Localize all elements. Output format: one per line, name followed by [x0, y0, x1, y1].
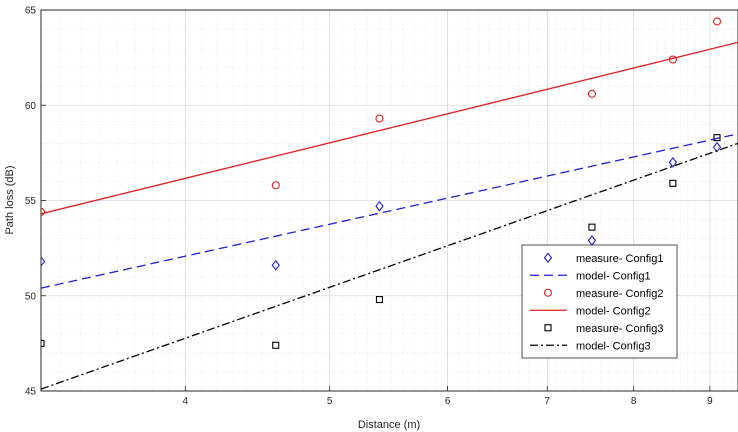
series-4	[41, 41, 738, 215]
legend-swatch	[543, 252, 553, 264]
x-axis-label: Distance (m)	[358, 419, 420, 431]
model-line	[41, 142, 738, 390]
data-point	[41, 207, 46, 216]
data-point	[587, 89, 596, 98]
data-point	[375, 296, 384, 304]
legend-item-3: measure- Config2	[543, 288, 663, 300]
legend-label: measure- Config1	[576, 253, 663, 265]
series-6	[41, 142, 738, 390]
legend-swatch	[544, 324, 552, 332]
series-2	[41, 133, 738, 289]
legend-swatch	[543, 288, 553, 297]
data-point	[271, 181, 280, 190]
data-point	[712, 141, 722, 153]
series-layer	[41, 17, 738, 390]
model-line	[41, 41, 738, 215]
legend-label: measure- Config2	[576, 288, 663, 300]
data-point	[713, 134, 721, 142]
x-tick-label: 9	[707, 396, 713, 407]
legend-item-6: model- Config3	[530, 340, 651, 352]
y-tick-label: 60	[25, 101, 37, 112]
data-point	[669, 179, 677, 187]
legend-item-4: model- Config2	[530, 305, 651, 317]
data-point	[668, 157, 678, 168]
legend-box	[521, 244, 678, 359]
data-point	[41, 256, 46, 267]
x-tick-label: 4	[183, 396, 189, 407]
legend-label: measure- Config3	[576, 323, 663, 335]
data-point	[588, 223, 596, 231]
x-tick-label: 5	[327, 396, 333, 407]
y-tick-label: 55	[25, 196, 37, 207]
x-tick-label: 8	[631, 396, 637, 407]
legend: measure- Config1 model- Config1 measure- C…	[521, 244, 678, 359]
y-axis-label: Path loss (dB)	[4, 165, 16, 234]
x-tick-label: 7	[545, 396, 551, 407]
legend-item-1: measure- Config1	[543, 252, 663, 265]
legend-item-5: measure- Config3	[544, 323, 663, 335]
data-point	[375, 200, 384, 212]
legend-item-2: model- Config1	[530, 270, 651, 282]
data-point	[272, 341, 280, 349]
y-tick-label: 50	[25, 291, 37, 302]
model-line	[41, 133, 738, 289]
y-tick-label: 65	[25, 6, 37, 17]
legend-label: model- Config1	[576, 270, 651, 282]
legend-label: model- Config3	[576, 340, 651, 352]
data-point	[41, 339, 45, 347]
data-point	[271, 259, 280, 271]
x-tick-label: 6	[445, 396, 451, 407]
series-5	[41, 134, 721, 349]
series-1	[41, 141, 722, 271]
data-point	[712, 17, 722, 26]
axes	[40, 9, 738, 392]
data-point	[375, 114, 384, 123]
y-tick-label: 45	[25, 387, 37, 398]
legend-label: model- Config2	[576, 305, 651, 317]
